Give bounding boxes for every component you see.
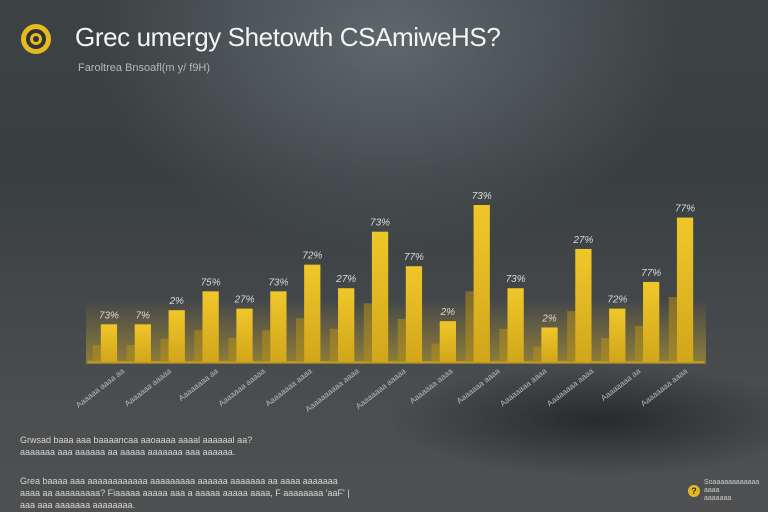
bar xyxy=(676,217,694,362)
data-label: 73% xyxy=(268,277,288,288)
bar xyxy=(236,308,253,362)
tick-label: Aaaaaaaa aaaa xyxy=(498,366,548,408)
data-label: 77% xyxy=(404,252,424,263)
tick-label: Aaaaaaaa aaaa xyxy=(639,366,689,408)
data-label: 73% xyxy=(370,218,390,229)
bar-shadow xyxy=(601,337,610,362)
data-label: 75% xyxy=(201,277,221,288)
bar-shadow xyxy=(296,318,305,362)
footnote-secondary: Grea baaaa aaa aaaaaaaaaaaa aaaaaaaaa aa… xyxy=(20,476,350,510)
bar-shadow xyxy=(92,345,101,362)
bar xyxy=(405,266,423,362)
bar xyxy=(202,291,219,362)
data-label: 2% xyxy=(541,313,557,324)
tick-label: Aaaaaaa aaaa xyxy=(455,366,502,405)
data-label: 73% xyxy=(506,274,526,285)
footnote-primary: Grwsad baaa aaa baaaancaa aaoaaaa aaaal … xyxy=(20,435,253,457)
data-label: 27% xyxy=(233,295,254,306)
bar-series xyxy=(92,205,694,362)
tick-label: Aaaaaaaa aaaaa xyxy=(354,366,408,411)
bar-shadow xyxy=(668,297,677,362)
bar xyxy=(507,288,524,362)
source-credit-text: Soaaaaaaaaaaaa aaaa aaaaaaa xyxy=(704,479,760,502)
info-pin-icon: ? xyxy=(688,485,700,497)
tick-label: Aaaaaa aaaa aa xyxy=(74,366,126,410)
data-label: 73% xyxy=(472,191,492,202)
page-subtitle: Faroltrea Bnsoafl(m y/ f9H) xyxy=(78,62,211,74)
bar-shadow xyxy=(194,330,203,362)
bar-shadow xyxy=(465,291,474,362)
tick-label: Aaaaaaaa aa xyxy=(177,366,220,403)
bar xyxy=(609,308,626,362)
bar xyxy=(439,321,456,362)
bar-shadow xyxy=(431,343,440,362)
data-label: 72% xyxy=(302,251,322,262)
tick-label: Aaaaaaa aaaaa xyxy=(123,366,173,408)
tick-label: Aaaaaaaa aaaa xyxy=(545,366,595,408)
data-label: 77% xyxy=(641,268,661,279)
bar-shadow xyxy=(567,311,576,362)
data-label: 27% xyxy=(335,274,356,285)
bar xyxy=(134,324,151,362)
tick-label: Aaaaaaa aaaa xyxy=(408,366,455,405)
bar xyxy=(168,310,185,362)
bar xyxy=(541,327,558,362)
bar xyxy=(338,288,355,362)
logo-icon xyxy=(19,22,53,56)
bar xyxy=(100,324,118,362)
bar-shadow xyxy=(397,318,406,362)
bar-shadow xyxy=(228,337,237,362)
bar-shadow xyxy=(126,345,135,362)
bar xyxy=(575,248,592,362)
data-label: 2% xyxy=(168,296,184,307)
bar xyxy=(304,264,321,362)
tick-label: Aaaaaaa aaaaa xyxy=(217,366,267,408)
bar-shadow xyxy=(499,328,508,362)
data-label: 72% xyxy=(607,295,627,306)
bar-shadow xyxy=(634,325,644,362)
tick-label: Aaaaaaaa aa xyxy=(599,366,642,403)
bar-shadow xyxy=(329,328,339,362)
bar xyxy=(371,231,389,362)
bar-shadow xyxy=(533,346,542,362)
page-title: Grec umergy Shetowth CSAmiweHS? xyxy=(75,22,501,52)
tick-label: Aaaaaaaa aaaa xyxy=(264,366,314,408)
bar-shadow xyxy=(160,338,169,362)
data-label-group: 73% 7% 2% 75% 27% 73% 72% 27% 73% 77% 2% 73% 73% 2% 27… xyxy=(99,191,695,324)
bar-shadow xyxy=(262,330,271,362)
data-label: 77% xyxy=(675,204,695,215)
data-label: 2% xyxy=(440,307,456,318)
bar xyxy=(473,205,490,362)
bar-shadow xyxy=(363,303,372,362)
data-label: 27% xyxy=(572,235,593,246)
bar xyxy=(270,291,287,362)
bar xyxy=(643,281,660,362)
source-credit: ? Soaaaaaaaaaaaa aaaa aaaaaaa xyxy=(688,479,760,503)
data-label: 73% xyxy=(99,310,119,321)
data-label: 7% xyxy=(136,310,151,321)
